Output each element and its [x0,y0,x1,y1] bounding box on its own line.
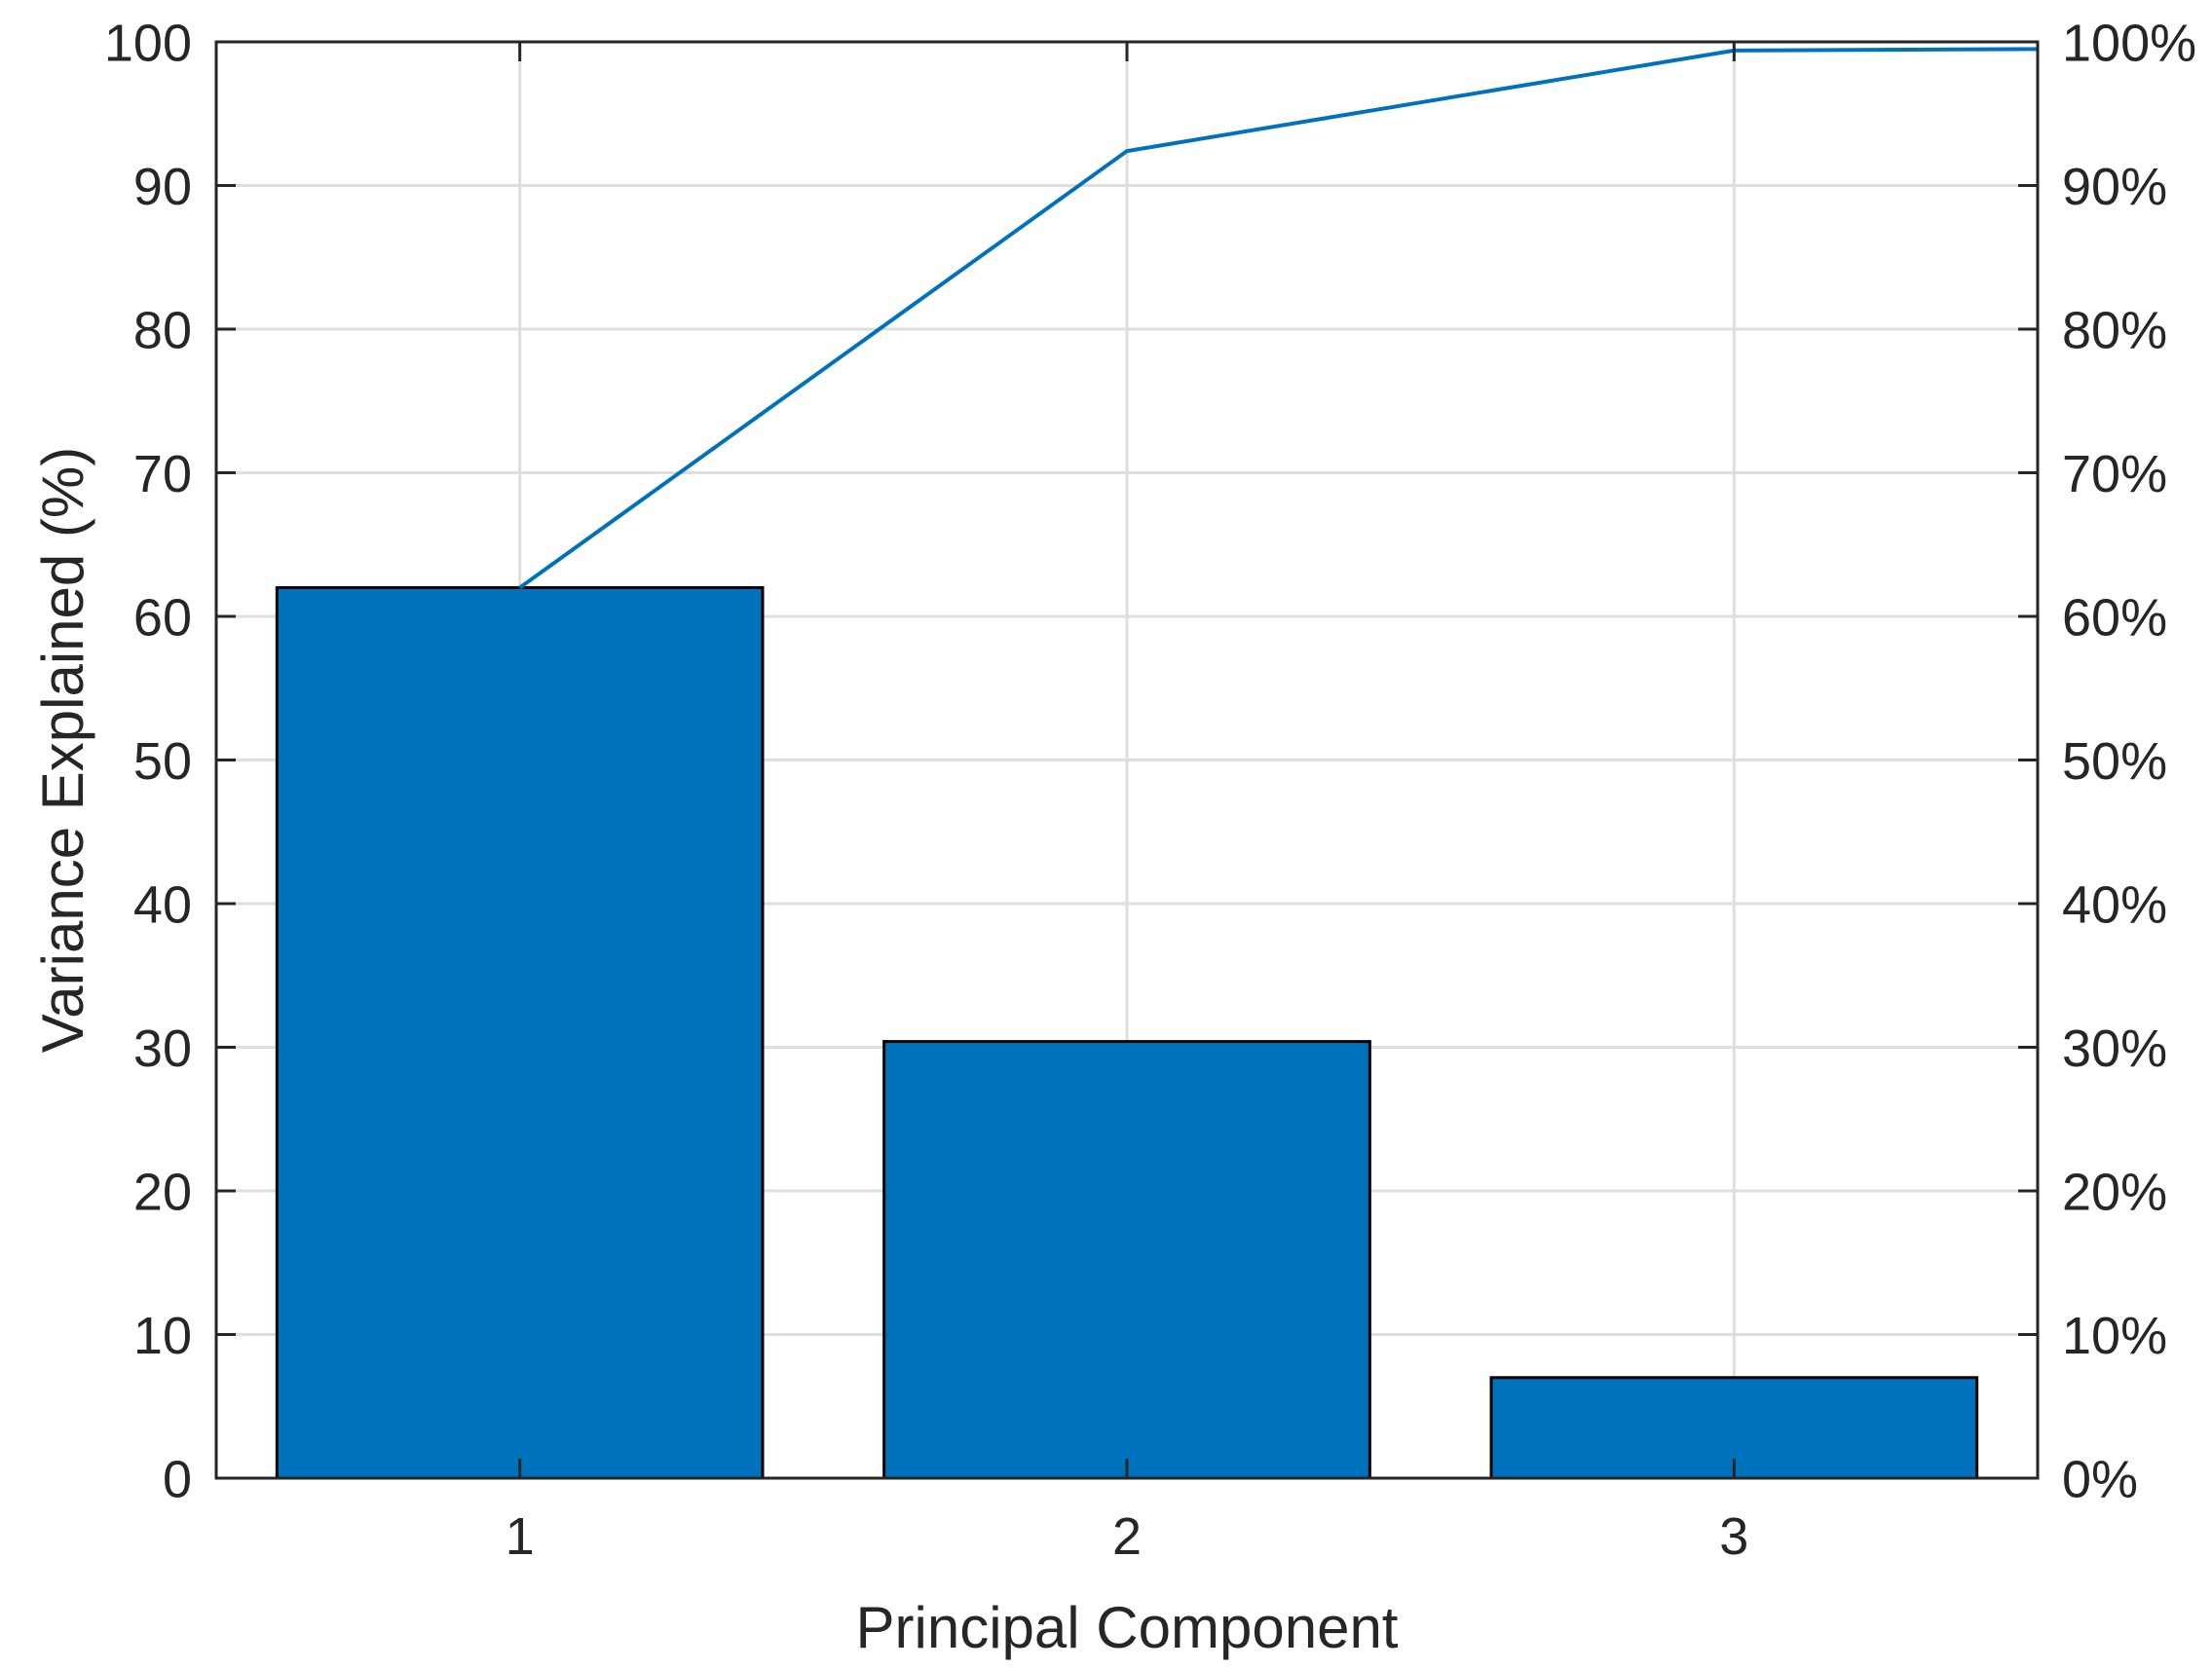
left-tick-label: 40 [133,875,192,934]
left-tick-label: 20 [133,1163,192,1221]
y-axis-label: Variance Explained (%) [30,447,95,1054]
x-axis-label: Principal Component [856,1595,1399,1660]
left-tick-label: 70 [133,445,192,503]
left-tick-label: 10 [133,1307,192,1365]
left-tick-label: 50 [133,732,192,791]
right-tick-label: 90% [2062,158,2167,216]
right-tick-label: 80% [2062,301,2167,359]
left-tick-label: 0 [163,1450,192,1508]
cumulative-line [518,47,2039,590]
variance-bar-2 [882,1040,1371,1480]
left-tick-label: 30 [133,1020,192,1078]
right-tick-label: 30% [2062,1020,2167,1078]
left-tick-label: 100 [104,14,192,72]
left-tick-label: 60 [133,588,192,647]
x-tick-label: 3 [1719,1507,1748,1566]
right-tick-label: 40% [2062,875,2167,934]
variance-bar-1 [275,586,765,1480]
right-tick-label: 70% [2062,445,2167,503]
left-tick-label: 80 [133,301,192,359]
right-tick-label: 10% [2062,1307,2167,1365]
right-tick-label: 100% [2062,14,2196,72]
x-tick-label: 1 [506,1507,535,1566]
plot-render-root: 0 10 20 30 40 50 60 70 80 90 100 0% 10% 20% 30% 40% 50% 6… [104,14,2196,1566]
x-tick-label: 2 [1112,1507,1142,1566]
right-tick-label: 20% [2062,1163,2167,1221]
left-tick-label: 90 [133,158,192,216]
right-tick-label: 0% [2062,1450,2138,1508]
right-tick-label: 50% [2062,732,2167,791]
right-tick-label: 60% [2062,588,2167,647]
